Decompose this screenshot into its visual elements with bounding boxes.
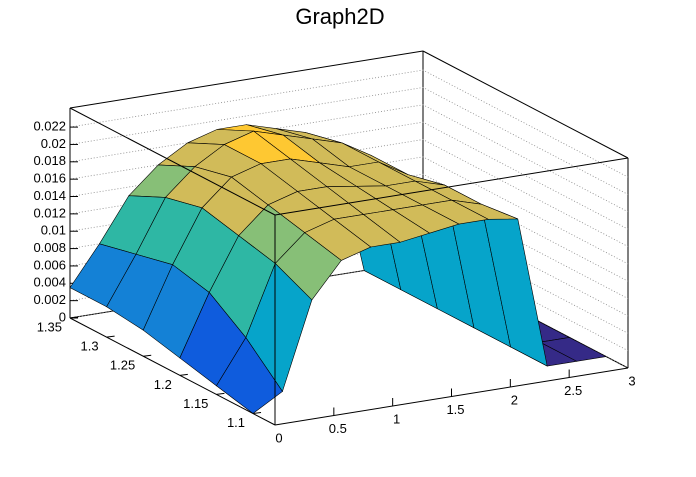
y-axis	[69, 317, 276, 426]
surface-cell	[216, 337, 283, 414]
y-tick-label: 1.25	[110, 358, 135, 373]
x-tick-label: 0	[275, 430, 282, 445]
z-tick-label: 0.01	[41, 223, 66, 238]
x-tick-label: 2.5	[564, 383, 582, 398]
z-tick-label: 0.016	[33, 171, 66, 186]
z-tick-label: 0.012	[33, 205, 66, 220]
z-tick-label: 0.018	[33, 153, 66, 168]
chart-title: Graph2D	[295, 4, 384, 29]
box-edge	[274, 157, 629, 216]
grid-line	[69, 69, 629, 178]
z-tick-label: 0.022	[33, 119, 66, 134]
y-tick-label: 1.2	[154, 377, 172, 392]
z-tick-label: 0.006	[33, 257, 66, 272]
z-tick-label: 0.02	[41, 136, 66, 151]
y-tick	[216, 392, 225, 395]
x-tick-label: 2	[511, 392, 518, 407]
y-tick-label: 1.1	[227, 415, 245, 430]
grid-line	[69, 104, 629, 213]
x-tick-label: 1.5	[446, 402, 464, 417]
grid-line	[69, 173, 629, 282]
x-tick-label: 0.5	[329, 421, 347, 436]
box-edge	[422, 50, 629, 159]
z-tick-label: 0.004	[33, 275, 66, 290]
y-tick-label: 1.15	[183, 396, 208, 411]
grid-line	[69, 121, 629, 230]
x-tick-label: 3	[628, 373, 635, 388]
box-edge	[69, 107, 276, 216]
grid-line	[69, 139, 629, 247]
y-tick	[69, 316, 79, 319]
x-tick-label: 1	[393, 411, 400, 426]
z-tick-label: 0.002	[33, 292, 66, 307]
z-tick-label: 0	[59, 309, 66, 324]
y-tick-label: 1.3	[81, 339, 99, 354]
box-edge	[69, 50, 424, 109]
y-tick	[252, 412, 262, 415]
z-tick-label: 0.008	[33, 240, 66, 255]
y-tick	[143, 354, 152, 357]
y-tick	[179, 373, 188, 376]
y-tick	[106, 335, 115, 338]
grid-line	[69, 87, 629, 195]
y-tick-label: 1.35	[37, 319, 62, 334]
z-tick-label: 0.014	[33, 188, 66, 203]
grid-line	[69, 156, 629, 265]
